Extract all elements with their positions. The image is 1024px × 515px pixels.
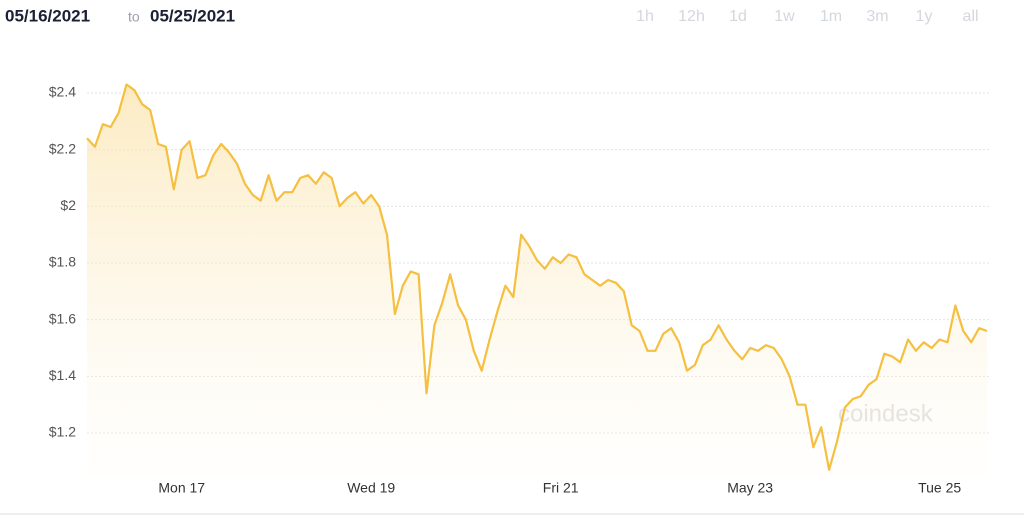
range-button[interactable]: 1h	[636, 8, 654, 25]
y-tick-label: $2.2	[49, 140, 76, 156]
start-date: 05/16/2021	[5, 6, 90, 25]
x-tick-label: Wed 19	[347, 480, 395, 496]
range-button[interactable]: 1w	[774, 8, 795, 25]
range-button[interactable]: 12h	[678, 8, 705, 25]
y-tick-label: $1.2	[49, 424, 76, 440]
range-button[interactable]: all	[962, 8, 978, 25]
y-tick-label: $1.4	[49, 367, 76, 383]
y-tick-label: $2.4	[49, 84, 76, 100]
range-button[interactable]: 1y	[916, 8, 933, 25]
y-tick-label: $1.8	[49, 254, 76, 270]
range-button[interactable]: 1m	[820, 8, 842, 25]
y-tick-label: $2	[60, 197, 76, 213]
end-date: 05/25/2021	[150, 6, 235, 25]
price-line	[86, 83, 988, 471]
price-area	[87, 84, 987, 476]
x-tick-label: Fri 21	[543, 480, 579, 496]
x-tick-label: May 23	[727, 480, 773, 496]
bottom-border	[0, 513, 1024, 515]
date-separator: to	[128, 9, 140, 25]
x-tick-label: Mon 17	[158, 480, 205, 496]
range-button[interactable]: 1d	[729, 8, 747, 25]
x-tick-label: Tue 25	[918, 480, 961, 496]
range-button[interactable]: 3m	[866, 8, 888, 25]
y-tick-label: $1.6	[49, 310, 76, 326]
